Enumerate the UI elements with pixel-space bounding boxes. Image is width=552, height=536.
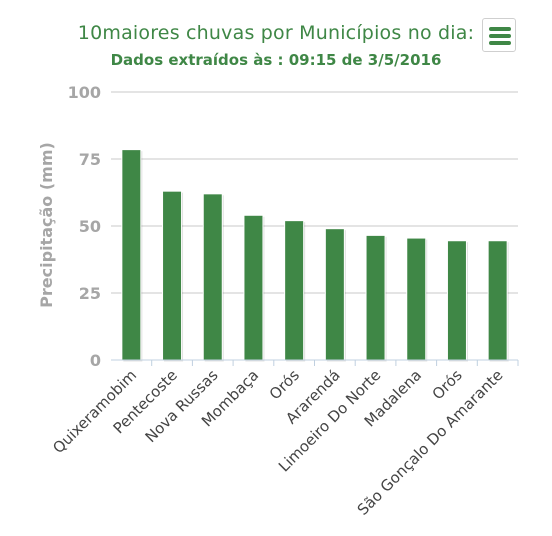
bar[interactable] [324,228,345,361]
bar[interactable] [202,193,223,361]
bar[interactable] [243,214,264,361]
y-tick-label: 100 [68,83,101,102]
chart-title: 10maiores chuvas por Municípios no dia: [77,22,475,44]
y-tick-label: 25 [79,284,101,303]
bar[interactable] [284,220,305,361]
bar[interactable] [121,149,142,361]
y-tick-label: 75 [79,150,101,169]
x-tick-label: Orós [429,366,466,403]
bar[interactable] [162,190,183,361]
y-axis-label: Precipitação (mm) [37,142,56,308]
chart-subtitle: Dados extraídos às : 09:15 de 3/5/2016 [110,51,442,69]
x-tick-label: Orós [266,366,303,403]
bar[interactable] [487,240,508,361]
y-tick-label: 0 [90,351,101,370]
bar[interactable] [446,240,467,361]
y-tick-label: 50 [79,217,101,236]
bar[interactable] [406,237,427,361]
chart-menu-button[interactable] [482,18,516,52]
bar[interactable] [365,234,386,361]
